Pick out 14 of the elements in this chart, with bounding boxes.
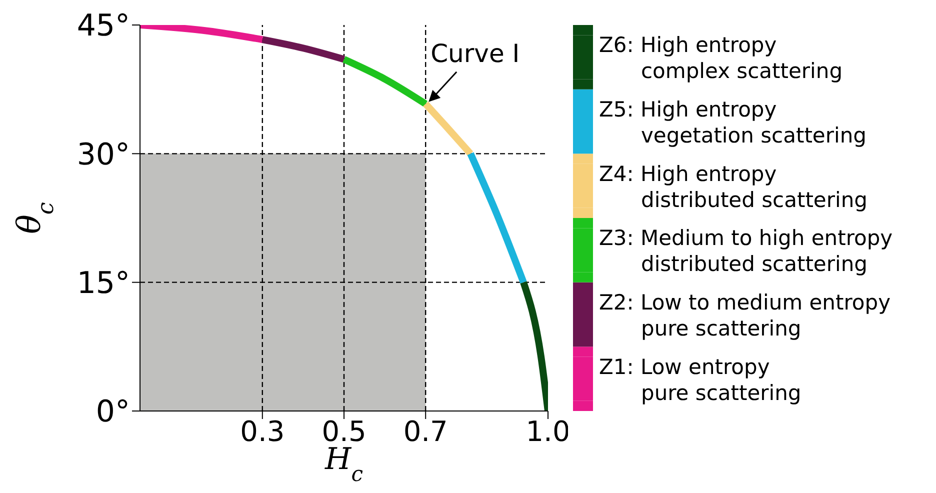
x-tick-label: 0.7 [403,414,448,448]
legend-label: Z1: Low entropy pure scattering [599,354,802,405]
y-tick-label: 30° [76,137,130,172]
annotation: Curve I [430,38,520,68]
legend-label: Z4: High entropy distributed scattering [599,162,868,212]
legend-label: Z2: Low to medium entropy pure scattering [599,290,891,340]
legend-label: Z5: High entropy vegetation scattering [599,98,866,148]
y-tick-label: 0° [96,394,130,430]
legend-label: Z3: Medium to high entropy distributed scattering [599,226,893,276]
y-tick-label: 15° [76,266,130,301]
y-tick-label: 45° [76,8,130,44]
x-tick-label: 1.0 [526,414,570,448]
legend-label: Z6: High entropy complex scattering [599,33,843,84]
x-tick-label: 0.3 [240,414,285,448]
